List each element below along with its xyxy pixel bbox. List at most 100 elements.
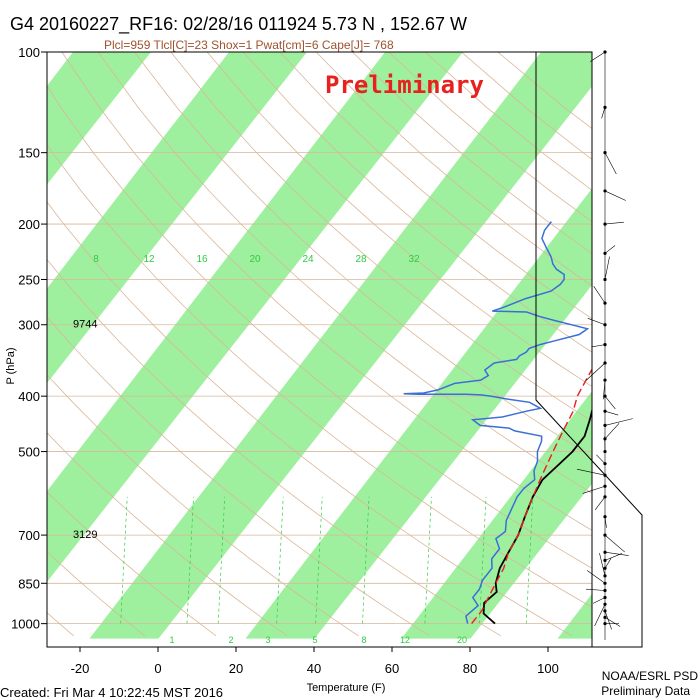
x-tick-label: 60: [385, 661, 399, 676]
wind-barb: [604, 152, 617, 175]
y-tick-label: 150: [18, 146, 40, 161]
y-tick-label: 400: [18, 389, 40, 404]
moist-band: [47, 52, 308, 384]
dry-adiabat: [170, 52, 592, 422]
height-labels: 9744 3129: [73, 319, 97, 541]
mixing-ratio-label: 24: [302, 254, 314, 265]
preliminary-data-label: Preliminary Data: [601, 684, 690, 698]
isobar-lines: [47, 52, 592, 625]
wind-barb: [604, 516, 607, 528]
wind-barb-point: [603, 574, 607, 578]
y-tick-label: 250: [18, 272, 40, 287]
wind-barb: [586, 588, 606, 591]
mixing-ratio-label: 16: [196, 254, 208, 265]
moist-band: [557, 593, 592, 639]
y-tick-label: 500: [18, 445, 40, 460]
wind-barb: [604, 395, 616, 410]
wind-barb-point: [603, 189, 607, 193]
mixing-ratio-bottom-label: 1: [169, 635, 174, 645]
moist-band: [401, 391, 592, 639]
moist-band: [47, 52, 152, 185]
mixing-ratio-bottom-label: 20: [457, 635, 467, 645]
chart-subtitle: Plcl=959 Tlcl[C]=23 Shox=1 Pwat[cm]=6 Ca…: [104, 38, 394, 52]
wind-panel-outline: [535, 52, 643, 648]
dry-adiabat: [61, 52, 592, 531]
dry-adiabat: [47, 143, 592, 608]
dry-adiabats: [47, 52, 592, 637]
y-tick-label: 200: [18, 217, 40, 232]
wind-barb-panel: [535, 50, 643, 648]
x-tick-label: 100: [537, 661, 559, 676]
dry-adiabat: [47, 374, 359, 637]
mixing-ratio-label: 28: [355, 254, 367, 265]
x-tick-label: 0: [154, 661, 161, 676]
wind-barb: [585, 362, 606, 381]
moist-band: [47, 52, 464, 582]
sounding-series: [403, 221, 592, 625]
wind-barb: [587, 318, 606, 326]
preliminary-watermark: Preliminary: [325, 71, 484, 99]
wind-barb: [604, 256, 610, 280]
temperature-line: [482, 407, 592, 625]
moist-band: [245, 188, 592, 639]
mixing-ratio-bottom-label: 12: [400, 635, 410, 645]
wind-barb: [591, 344, 606, 348]
mixing-ratio-bottom-label: 5: [312, 635, 317, 645]
wind-barb: [604, 551, 629, 556]
y-tick-label: 300: [18, 318, 40, 333]
dry-adiabat: [47, 258, 502, 637]
wind-barb: [604, 245, 616, 254]
dry-adiabat: [47, 201, 573, 637]
y-tick-label: 100: [18, 45, 40, 60]
plot-area: 8 12 16 20 24 28 321 2 3 5 8 12 20: [47, 52, 592, 645]
dry-adiabat: [97, 52, 592, 494]
dry-adiabat: [206, 52, 592, 387]
height-label: 9744: [73, 319, 97, 331]
wind-barb: [604, 534, 625, 553]
y-tick-label: 850: [18, 576, 40, 591]
moist-bands: [47, 52, 592, 639]
y-tick-label: 1000: [11, 617, 40, 632]
mixing-ratio-label: 12: [143, 254, 155, 265]
wind-barb: [590, 51, 606, 62]
wind-barb: [604, 423, 620, 440]
wind-barb: [604, 553, 623, 561]
y-tick-label: 700: [18, 528, 40, 543]
wind-barb: [592, 597, 606, 604]
created-timestamp: Created: Fri Mar 4 10:22:45 MST 2016: [0, 685, 223, 700]
mixing-ratio-labels: 8 12 16 20 24 28 321 2 3 5 8 12 20: [93, 254, 467, 645]
organization-label: NOAA/ESRL PSD: [602, 669, 699, 683]
wind-barb: [601, 107, 606, 119]
wind-barb: [604, 610, 612, 630]
wind-barb: [604, 617, 621, 627]
mixing-ratio-label: 32: [408, 254, 420, 265]
wind-barb: [604, 418, 633, 426]
mixing-ratio-label: 8: [93, 254, 99, 265]
temperature-axis: -20 0 20 40 60 80 100: [71, 647, 559, 676]
height-label: 3129: [73, 529, 97, 541]
x-tick-label: 40: [307, 661, 321, 676]
dry-adiabat: [47, 551, 146, 637]
wind-barb: [604, 558, 612, 569]
wind-barb: [604, 410, 619, 416]
dry-adiabat: [47, 491, 217, 637]
wind-barb: [596, 454, 606, 464]
wind-barb: [604, 221, 624, 225]
wind-barb: [594, 604, 606, 627]
pressure-axis: 100 150 200 250 300 400 500 700 850 1000: [11, 45, 47, 632]
x-tick-label: 80: [463, 661, 477, 676]
dry-adiabat: [134, 52, 592, 458]
x-axis-label: Temperature (F): [307, 682, 386, 694]
x-tick-label: -20: [71, 661, 90, 676]
mixing-ratio-bottom-label: 3: [265, 635, 270, 645]
moist-band: [89, 52, 592, 639]
dry-adiabat: [47, 316, 430, 637]
dewpoint-line: [403, 221, 590, 624]
wind-barb: [603, 380, 606, 400]
x-tick-label: 20: [229, 661, 243, 676]
mixing-ratio-bottom-label: 2: [228, 635, 233, 645]
mixing-ratio-label: 20: [249, 254, 261, 265]
plot-frame: [46, 51, 593, 648]
dry-adiabat: [424, 52, 592, 191]
